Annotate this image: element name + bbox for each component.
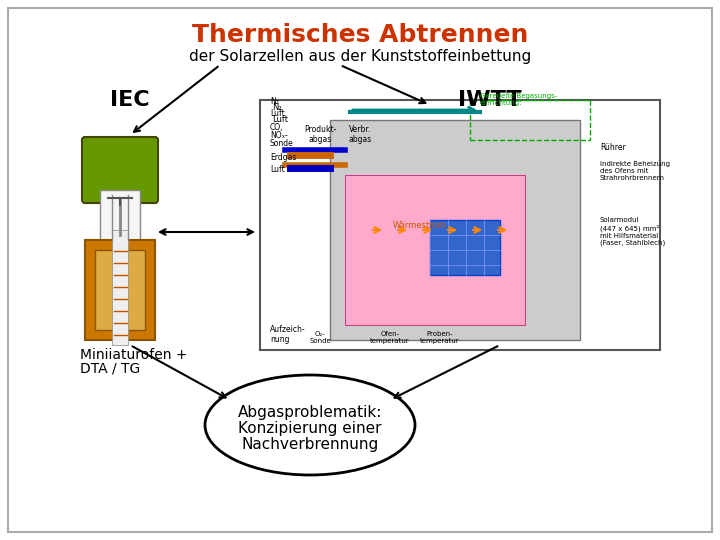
Text: Abgasproblematik:: Abgasproblematik: xyxy=(238,404,382,420)
Text: Luft: Luft xyxy=(272,116,288,125)
Ellipse shape xyxy=(205,375,415,475)
Text: Aufzeich-
nung: Aufzeich- nung xyxy=(270,325,305,345)
Text: Erdgas: Erdgas xyxy=(270,153,297,162)
Text: Solarmodul
(447 x 645) mm²
mit Hilfsmaterial
(Faser, Stahlblech): Solarmodul (447 x 645) mm² mit Hilfsmate… xyxy=(600,217,665,246)
FancyBboxPatch shape xyxy=(330,120,580,340)
Text: Konzipierung einer: Konzipierung einer xyxy=(238,421,382,435)
Text: Sonde: Sonde xyxy=(270,139,294,148)
Text: CO,: CO, xyxy=(270,123,284,132)
Text: NOₓ-: NOₓ- xyxy=(270,131,288,140)
FancyBboxPatch shape xyxy=(260,100,660,350)
Text: Rührer: Rührer xyxy=(600,143,626,152)
Text: Miniiaturofen +: Miniiaturofen + xyxy=(80,348,187,362)
FancyBboxPatch shape xyxy=(8,8,712,532)
Text: Ofen-
temperatur: Ofen- temperatur xyxy=(370,331,410,344)
Text: Proben-
temperatur: Proben- temperatur xyxy=(420,331,460,344)
FancyBboxPatch shape xyxy=(85,240,155,340)
Text: indirekte Beheizung
des Ofens mit
Strahrohrbrennern: indirekte Beheizung des Ofens mit Strahr… xyxy=(600,161,670,181)
FancyBboxPatch shape xyxy=(345,175,525,325)
Text: IWTT: IWTT xyxy=(458,90,522,110)
FancyBboxPatch shape xyxy=(430,220,500,275)
Text: Verbr.
abgas: Verbr. abgas xyxy=(348,125,372,144)
Text: der Solarzellen aus der Kunststoffeinbettung: der Solarzellen aus der Kunststoffeinbet… xyxy=(189,49,531,64)
FancyBboxPatch shape xyxy=(100,190,140,245)
Text: O₂-
Sonde: O₂- Sonde xyxy=(309,331,331,344)
Text: Geregelte Begasungs-
einrichtung:: Geregelte Begasungs- einrichtung: xyxy=(480,93,557,106)
Text: DTA / TG: DTA / TG xyxy=(80,361,140,375)
Text: Luft: Luft xyxy=(270,109,284,118)
Text: IEC: IEC xyxy=(110,90,150,110)
Text: Produkt-
abgas: Produkt- abgas xyxy=(304,125,336,144)
Text: N₂: N₂ xyxy=(272,104,282,112)
FancyBboxPatch shape xyxy=(112,230,128,345)
Text: Nachverbrennung: Nachverbrennung xyxy=(241,436,379,451)
Text: Wärmestrom: Wärmestrom xyxy=(393,221,447,230)
Text: Thermisches Abtrennen: Thermisches Abtrennen xyxy=(192,23,528,47)
FancyBboxPatch shape xyxy=(82,137,158,203)
FancyBboxPatch shape xyxy=(95,250,145,330)
Text: Luft: Luft xyxy=(270,165,284,174)
Text: N₂: N₂ xyxy=(270,97,279,106)
